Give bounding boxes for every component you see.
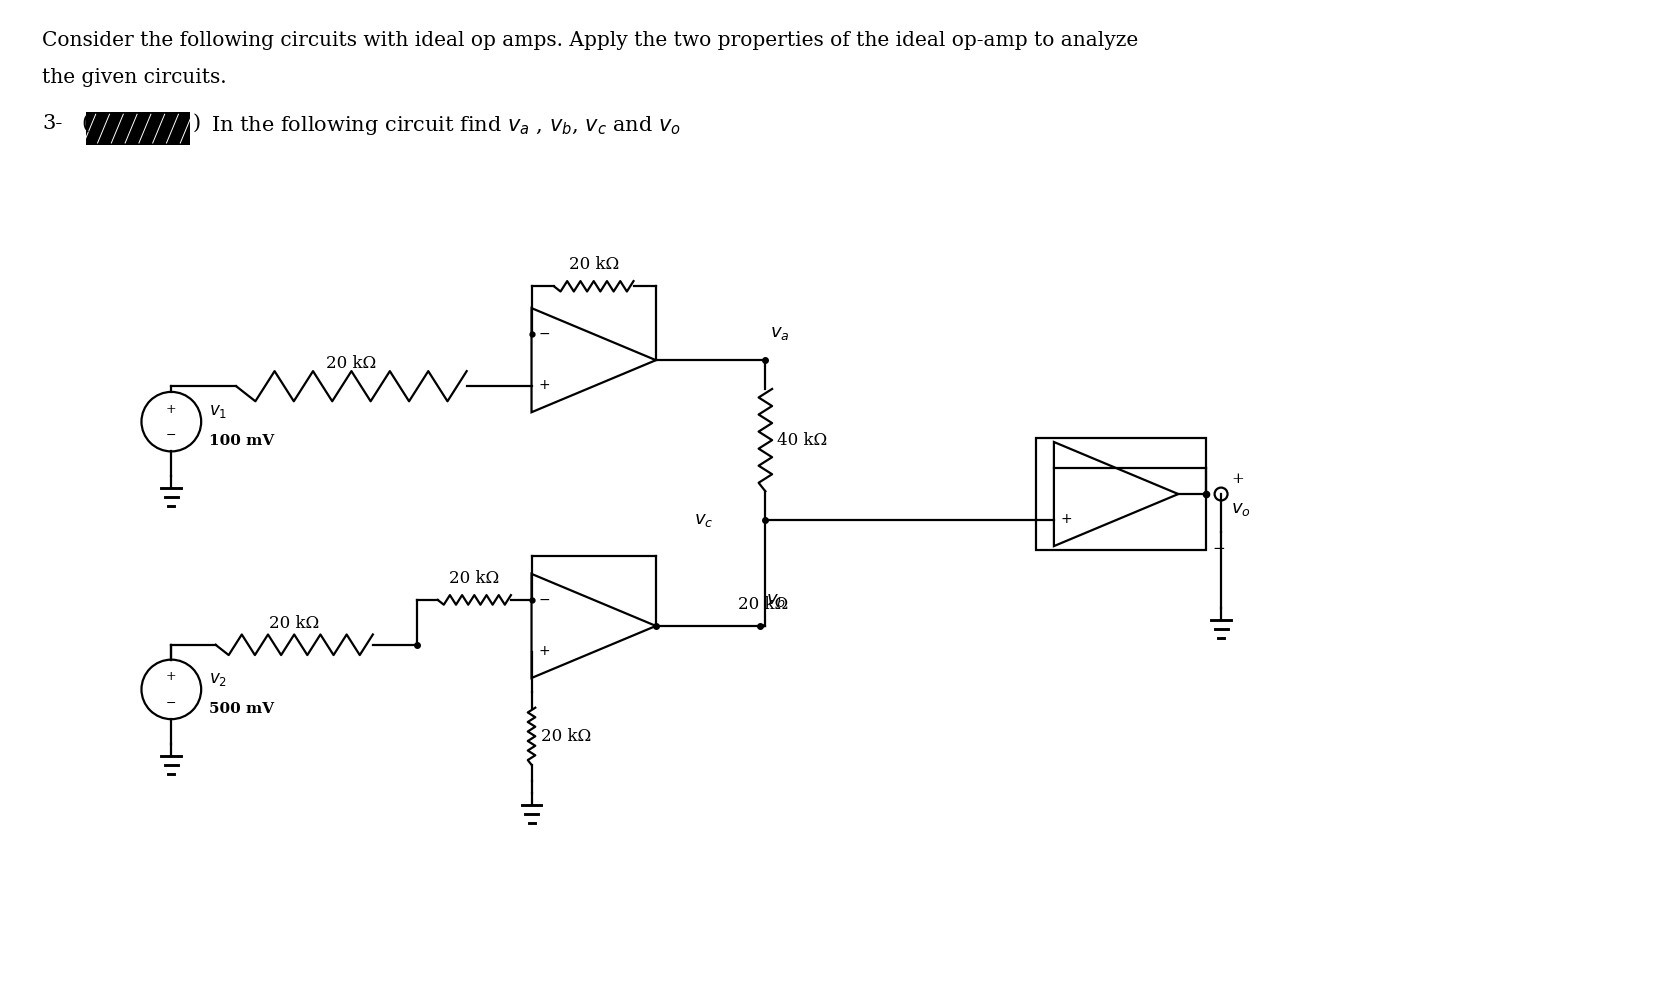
Text: −: − (166, 697, 176, 710)
Text: $v_c$: $v_c$ (694, 511, 713, 529)
Text: $v_1$: $v_1$ (209, 404, 228, 421)
Text: −: − (539, 592, 550, 607)
Text: (: ( (82, 114, 90, 133)
Text: 20 kΩ: 20 kΩ (738, 596, 788, 613)
Text: $v_a$: $v_a$ (770, 325, 790, 343)
Text: +: + (1230, 473, 1243, 487)
Text: Consider the following circuits with ideal op amps. Apply the two properties of : Consider the following circuits with ide… (42, 31, 1138, 50)
Text: 40 kΩ: 40 kΩ (776, 432, 826, 449)
Text: 20 kΩ: 20 kΩ (448, 570, 499, 587)
Text: +: + (539, 644, 550, 658)
Text: 20 kΩ: 20 kΩ (269, 615, 320, 632)
Text: $v_o$: $v_o$ (1230, 500, 1250, 517)
Text: +: + (166, 670, 177, 683)
Text: 20 kΩ: 20 kΩ (326, 356, 376, 373)
Text: −: − (539, 327, 550, 341)
Text: 100 mV: 100 mV (209, 435, 274, 449)
Text: 500 mV: 500 mV (209, 702, 274, 716)
Text: the given circuits.: the given circuits. (42, 68, 226, 87)
Text: −: − (1061, 461, 1072, 475)
Text: +: + (1061, 512, 1072, 526)
Text: 20 kΩ: 20 kΩ (540, 727, 591, 745)
Text: 3-: 3- (42, 114, 62, 133)
Text: In the following circuit find $v_a$ , $v_b$, $v_c$ and $v_o$: In the following circuit find $v_a$ , $v… (211, 114, 681, 137)
Text: ): ) (192, 114, 201, 133)
Bar (85, 112, 191, 145)
Text: $v_b$: $v_b$ (766, 591, 786, 609)
Text: $v_2$: $v_2$ (209, 671, 228, 688)
Text: −: − (166, 430, 176, 443)
Text: +: + (539, 379, 550, 393)
Text: 20 kΩ: 20 kΩ (569, 257, 619, 274)
Text: +: + (166, 403, 177, 416)
Text: −: − (1211, 541, 1225, 556)
